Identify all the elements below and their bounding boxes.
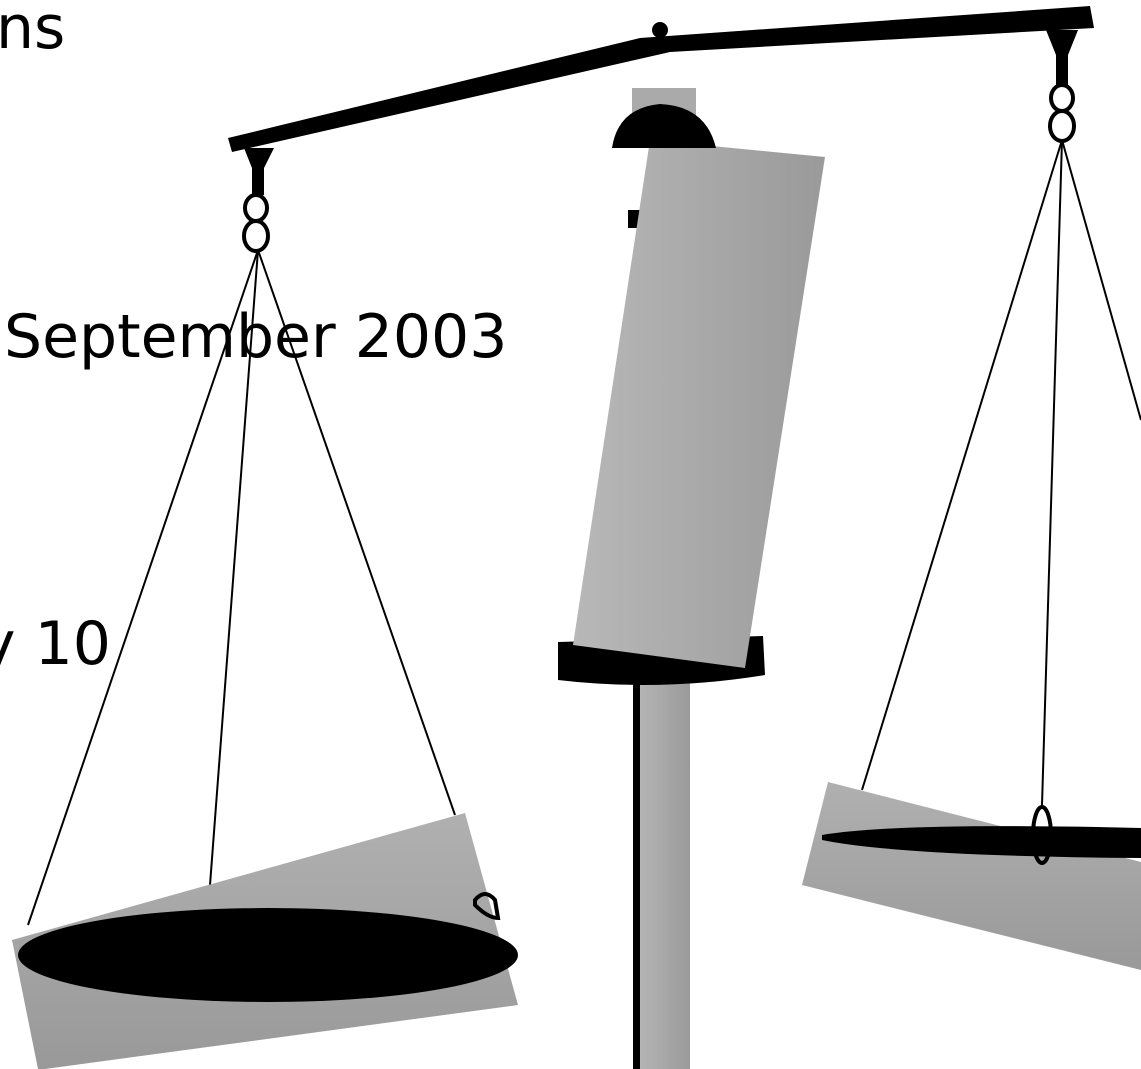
right-strings xyxy=(861,139,1141,806)
left-chain xyxy=(242,193,270,253)
left-pan xyxy=(18,908,518,1002)
right-pan xyxy=(822,826,1141,858)
post xyxy=(633,650,690,1069)
post-edge xyxy=(633,650,640,1069)
beam xyxy=(228,6,1094,152)
title-fragment: ns xyxy=(0,0,65,63)
line-fragment: y 10 xyxy=(0,609,111,679)
book xyxy=(573,140,825,668)
left-strings xyxy=(27,249,456,926)
right-chain xyxy=(1048,83,1076,143)
pivot xyxy=(652,22,668,38)
scale-illustration xyxy=(12,6,1141,1069)
right-pan-cloth xyxy=(802,782,1141,970)
right-ring xyxy=(1031,805,1053,865)
date-text: September 2003 xyxy=(4,302,507,372)
left-stem xyxy=(244,148,274,195)
dome xyxy=(612,104,716,148)
left-ring xyxy=(473,892,501,921)
right-stem xyxy=(1046,30,1078,85)
